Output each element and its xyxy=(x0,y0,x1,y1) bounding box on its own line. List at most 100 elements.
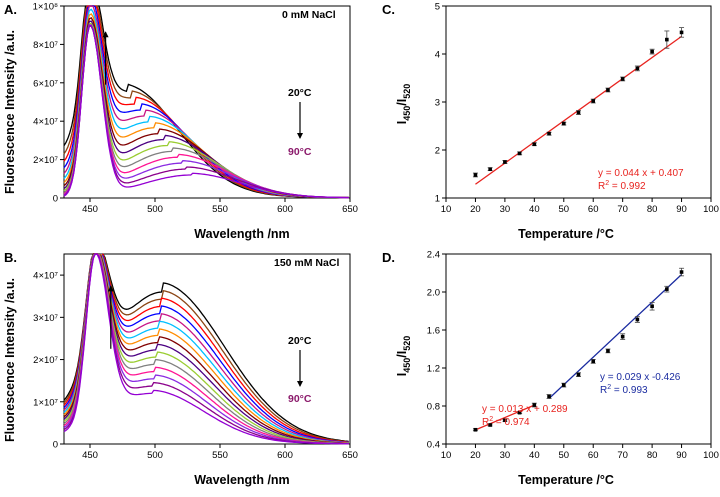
panel-b-y-tick-label: 3×10⁷ xyxy=(33,313,58,324)
panel-c: C. I450/I520 Temperature /°C 10 20 30 40 50 6… xyxy=(382,2,719,242)
fit-r-squared: R2 = 0.974 xyxy=(482,416,530,428)
data-point xyxy=(679,30,684,35)
data-point xyxy=(650,304,654,309)
panel-d-x-axis-title: Temperature /°C xyxy=(518,473,614,487)
panel-a-x-tick-label: 600 xyxy=(277,204,293,215)
spectrum-line xyxy=(63,253,349,443)
panel-c-y-tick-label: 5 xyxy=(435,2,440,13)
data-point xyxy=(606,349,610,353)
panel-b-x-tick-label: 450 xyxy=(82,450,98,461)
panel-a-x-tick-label: 650 xyxy=(342,204,358,215)
panel-b-temp-90-label: 90°C xyxy=(288,393,312,405)
spectrum-line xyxy=(63,24,349,199)
panel-b-x-tick-label: 650 xyxy=(342,450,358,461)
panel-a-salt-annotation: 0 mM NaCl xyxy=(282,9,336,21)
spectrum-line xyxy=(63,253,349,444)
data-point xyxy=(591,359,596,364)
data-point xyxy=(620,77,625,81)
panel-c-x-tick-label: 30 xyxy=(500,204,511,215)
panel-a-y-tick-label: 2×10⁷ xyxy=(33,155,58,166)
panel-b-y-axis-title: Fluorescence Intensity /a.u. xyxy=(3,278,17,442)
panel-d-y-tick-label: 2.0 xyxy=(427,288,440,299)
data-point xyxy=(517,151,522,156)
panel-a-y-axis-title: Fluorescence Intensity /a.u. xyxy=(3,30,17,194)
spectrum-line xyxy=(63,253,349,444)
panel-d-x-tick-label: 80 xyxy=(647,450,658,461)
panel-c-x-tick-label: 50 xyxy=(558,204,569,215)
data-point xyxy=(561,383,566,387)
data-point xyxy=(576,372,581,377)
panel-b-plot-frame xyxy=(63,253,351,445)
panel-c-x-tick-label: 90 xyxy=(676,204,687,215)
panel-c-y-tick-label: 3 xyxy=(435,98,440,109)
panel-d-x-tick-label: 30 xyxy=(500,450,511,461)
panel-a-temp-90-label: 90°C xyxy=(288,146,312,158)
panel-a-y-tick-label: 6×10⁷ xyxy=(33,78,58,89)
panel-a: A. Fluorescence Intensity /a.u. Waveleng… xyxy=(3,2,358,242)
panel-a-y-tick-label: 1×10⁸ xyxy=(33,2,58,13)
panel-d-x-tick-label: 90 xyxy=(676,450,687,461)
panel-c-x-axis-title: Temperature /°C xyxy=(518,227,614,241)
panel-d-y-tick-label: 1.2 xyxy=(427,364,440,375)
panel-d-x-tick-label: 60 xyxy=(588,450,599,461)
panel-a-plot-frame xyxy=(63,5,351,199)
panel-a-x-tick-label: 450 xyxy=(82,204,98,215)
fit-equation: y = 0.013 x + 0.289 xyxy=(482,404,568,415)
panel-d-plot-frame xyxy=(445,253,712,445)
spectrum-line xyxy=(63,253,349,443)
panel-d-x-tick-label: 10 xyxy=(441,450,452,461)
panel-d-x-tick-label: 40 xyxy=(529,450,540,461)
data-point xyxy=(606,88,610,92)
fit-line xyxy=(548,274,682,399)
data-point xyxy=(503,418,507,423)
panel-d-letter: D. xyxy=(382,250,395,265)
data-point xyxy=(517,410,522,415)
panel-b-salt-annotation: 150 mM NaCl xyxy=(274,257,339,269)
panel-b-x-tick-label: 600 xyxy=(277,450,293,461)
panel-a-y-tick-label: 4×10⁷ xyxy=(33,117,58,128)
panel-b-y-tick-label: 2×10⁷ xyxy=(33,355,58,366)
panel-a-y-tick-label: 0 xyxy=(53,194,58,205)
fit-line xyxy=(475,404,535,431)
up-arrow-head-icon xyxy=(102,31,109,38)
panel-a-x-tick-label: 500 xyxy=(147,204,163,215)
panel-c-x-tick-label: 70 xyxy=(617,204,628,215)
panel-d-y-tick-label: 1.6 xyxy=(427,326,440,337)
panel-b: B. Fluorescence Intensity /a.u. Waveleng… xyxy=(3,250,358,487)
data-point xyxy=(547,394,551,399)
panel-c-y-tick-label: 2 xyxy=(435,146,440,157)
panel-c-x-tick-label: 100 xyxy=(703,204,719,215)
panel-b-temp-20-label: 20°C xyxy=(288,335,312,347)
panel-d: D. I450/I520 Temperature /°C 10 20 30 40 50 6… xyxy=(382,250,719,488)
data-point xyxy=(620,334,625,339)
panel-d-x-tick-label: 50 xyxy=(558,450,569,461)
fit-r-squared: R2 = 0.992 xyxy=(598,180,646,192)
panel-b-y-tick-label: 0 xyxy=(53,440,58,451)
panel-d-y-tick-label: 2.4 xyxy=(427,250,440,261)
data-point xyxy=(488,167,492,171)
down-arrow-head-icon xyxy=(297,381,303,387)
data-point xyxy=(665,287,669,291)
panel-b-x-tick-label: 500 xyxy=(147,450,163,461)
panel-c-letter: C. xyxy=(382,2,395,17)
down-arrow-head-icon xyxy=(297,133,303,139)
panel-b-y-tick-label: 1×10⁷ xyxy=(33,397,58,408)
data-point xyxy=(561,121,566,126)
panel-c-x-tick-label: 10 xyxy=(441,204,452,215)
panel-b-x-axis-title: Wavelength /nm xyxy=(194,473,289,487)
data-point xyxy=(532,142,537,147)
up-arrow-head-icon xyxy=(107,285,114,292)
panel-b-y-tick-label: 4×10⁷ xyxy=(33,271,58,282)
panel-c-x-tick-label: 20 xyxy=(470,204,481,215)
data-point xyxy=(665,37,669,42)
panel-d-x-tick-label: 100 xyxy=(703,450,719,461)
panel-d-x-tick-label: 70 xyxy=(617,450,628,461)
panel-c-x-tick-label: 80 xyxy=(647,204,658,215)
panel-a-letter: A. xyxy=(4,2,17,17)
fit-r-squared: R2 = 0.993 xyxy=(600,384,648,396)
spectrum-line xyxy=(63,253,349,444)
panel-d-x-tick-label: 20 xyxy=(470,450,481,461)
fit-equation: y = 0.044 x + 0.407 xyxy=(598,168,684,179)
panel-c-y-tick-label: 4 xyxy=(435,50,440,61)
